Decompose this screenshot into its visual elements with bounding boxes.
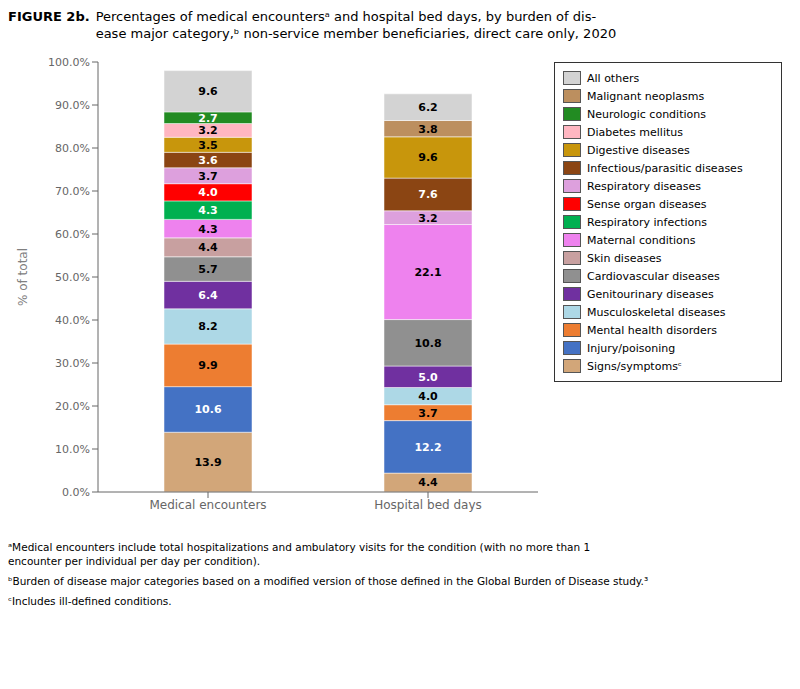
html-text:ᵃMedical encounters include to: ᵃMedical encounters include total hospit… [8, 541, 591, 567]
svg-text:20.0%: 20.0% [55, 400, 90, 413]
html-text:Musculoskeletal diseases: Musculoskeletal diseases [587, 305, 726, 319]
svg-text:3.8: 3.8 [418, 123, 438, 136]
html-text:Neurologic conditions: Neurologic conditions [587, 107, 706, 121]
html-text:ᶜIncludes ill-defined conditio: ᶜIncludes ill-defined conditions. [8, 595, 172, 607]
svg-text:90.0%: 90.0% [55, 99, 90, 112]
html-text:All others: All others [587, 71, 640, 85]
html-text:Injury/poisoning: Injury/poisoning [587, 341, 676, 355]
html-text:Infectious/parasitic diseases: Infectious/parasitic diseases [587, 161, 743, 175]
html-text:FIGURE 2b. Percentages of medi: FIGURE 2b. Percentages of medical encoun… [8, 9, 617, 41]
svg-text:9.6: 9.6 [198, 85, 218, 98]
svg-text:Hospital bed days: Hospital bed days [374, 498, 482, 512]
svg-text:3.2: 3.2 [418, 212, 438, 225]
html-text:Skin diseases: Skin diseases [587, 251, 662, 265]
svg-text:7.6: 7.6 [418, 188, 438, 201]
svg-text:3.7: 3.7 [198, 170, 218, 183]
svg-text:9.6: 9.6 [418, 151, 438, 164]
svg-text:6.2: 6.2 [418, 101, 438, 114]
html-text:Diabetes mellitus: Diabetes mellitus [587, 125, 683, 139]
svg-text:0.0%: 0.0% [62, 486, 90, 499]
svg-text:3.5: 3.5 [198, 139, 218, 152]
html-text:Cardiovascular diseases: Cardiovascular diseases [587, 269, 720, 283]
svg-text:3.2: 3.2 [198, 124, 218, 137]
svg-text:3.6: 3.6 [198, 154, 218, 167]
svg-text:10.0%: 10.0% [55, 443, 90, 456]
svg-text:13.9: 13.9 [194, 456, 221, 469]
svg-text:4.4: 4.4 [418, 476, 438, 489]
svg-text:70.0%: 70.0% [55, 185, 90, 198]
html-text:Malignant neoplasms: Malignant neoplasms [587, 89, 705, 103]
svg-text:8.2: 8.2 [198, 320, 218, 333]
svg-text:10.6: 10.6 [194, 403, 221, 416]
svg-text:5.7: 5.7 [198, 263, 218, 276]
svg-text:30.0%: 30.0% [55, 357, 90, 370]
html-text:Maternal conditions: Maternal conditions [587, 233, 696, 247]
svg-text:4.0: 4.0 [198, 186, 218, 199]
svg-text:5.0: 5.0 [418, 371, 438, 384]
svg-text:4.4: 4.4 [198, 241, 218, 254]
html-text:Signs/symptomsᶜ: Signs/symptomsᶜ [587, 359, 682, 373]
html-text:Sense organ diseases: Sense organ diseases [587, 197, 707, 211]
svg-text:10.8: 10.8 [414, 337, 441, 350]
html-text:Genitourinary diseases: Genitourinary diseases [587, 287, 714, 301]
svg-text:3.7: 3.7 [418, 407, 438, 420]
svg-text:6.4: 6.4 [198, 289, 218, 302]
svg-text:50.0%: 50.0% [55, 271, 90, 284]
svg-text:12.2: 12.2 [414, 441, 441, 454]
svg-text:60.0%: 60.0% [55, 228, 90, 241]
svg-text:2.7: 2.7 [198, 112, 218, 125]
svg-text:Medical encounters: Medical encounters [149, 498, 266, 512]
svg-text:80.0%: 80.0% [55, 142, 90, 155]
html-text:Respiratory diseases: Respiratory diseases [587, 179, 701, 193]
svg-text:4.3: 4.3 [198, 223, 218, 236]
html-text:Mental health disorders: Mental health disorders [587, 323, 717, 337]
html-text:ᵇBurden of disease major categ: ᵇBurden of disease major categories base… [8, 575, 649, 587]
svg-text:4.3: 4.3 [198, 204, 218, 217]
html-text:Respiratory infections: Respiratory infections [587, 215, 707, 229]
html-text:Digestive diseases: Digestive diseases [587, 143, 690, 157]
svg-text:9.9: 9.9 [198, 359, 218, 372]
svg-text:40.0%: 40.0% [55, 314, 90, 327]
svg-text:22.1: 22.1 [414, 266, 441, 279]
svg-text:4.0: 4.0 [418, 390, 438, 403]
svg-text:% of total: % of total [16, 248, 30, 306]
svg-text:100.0%: 100.0% [48, 56, 90, 69]
